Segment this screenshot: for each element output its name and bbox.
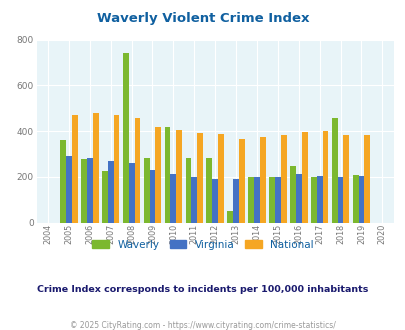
Bar [280,135,286,223]
Bar [197,133,202,223]
Bar [322,131,328,223]
Bar [60,140,66,223]
Bar [310,177,316,223]
Legend: Waverly, Virginia, National: Waverly, Virginia, National [88,236,317,254]
Bar [247,177,254,223]
Bar [176,130,182,223]
Bar [295,174,301,223]
Bar [343,135,348,223]
Text: Waverly Violent Crime Index: Waverly Violent Crime Index [96,12,309,24]
Text: © 2025 CityRating.com - https://www.cityrating.com/crime-statistics/: © 2025 CityRating.com - https://www.city… [70,321,335,330]
Bar [170,174,176,223]
Bar [102,171,107,223]
Bar [149,170,155,223]
Bar [232,179,239,223]
Bar [352,175,358,223]
Bar [363,135,369,223]
Bar [72,115,77,223]
Bar [92,113,98,223]
Bar [134,118,140,223]
Bar [301,132,307,223]
Bar [239,139,244,223]
Bar [143,157,149,223]
Bar [107,161,113,223]
Bar [331,118,337,223]
Bar [128,163,134,223]
Bar [217,134,224,223]
Bar [269,177,274,223]
Bar [155,127,161,223]
Bar [274,177,280,223]
Bar [164,127,170,223]
Bar [316,176,322,223]
Bar [206,158,212,223]
Bar [358,176,363,223]
Bar [289,166,295,223]
Bar [254,177,259,223]
Bar [259,137,265,223]
Bar [337,177,343,223]
Bar [191,177,197,223]
Bar [81,159,87,223]
Bar [66,156,72,223]
Bar [123,53,128,223]
Bar [113,115,119,223]
Bar [227,211,232,223]
Bar [212,179,217,223]
Bar [87,158,92,223]
Text: Crime Index corresponds to incidents per 100,000 inhabitants: Crime Index corresponds to incidents per… [37,285,368,294]
Bar [185,158,191,223]
